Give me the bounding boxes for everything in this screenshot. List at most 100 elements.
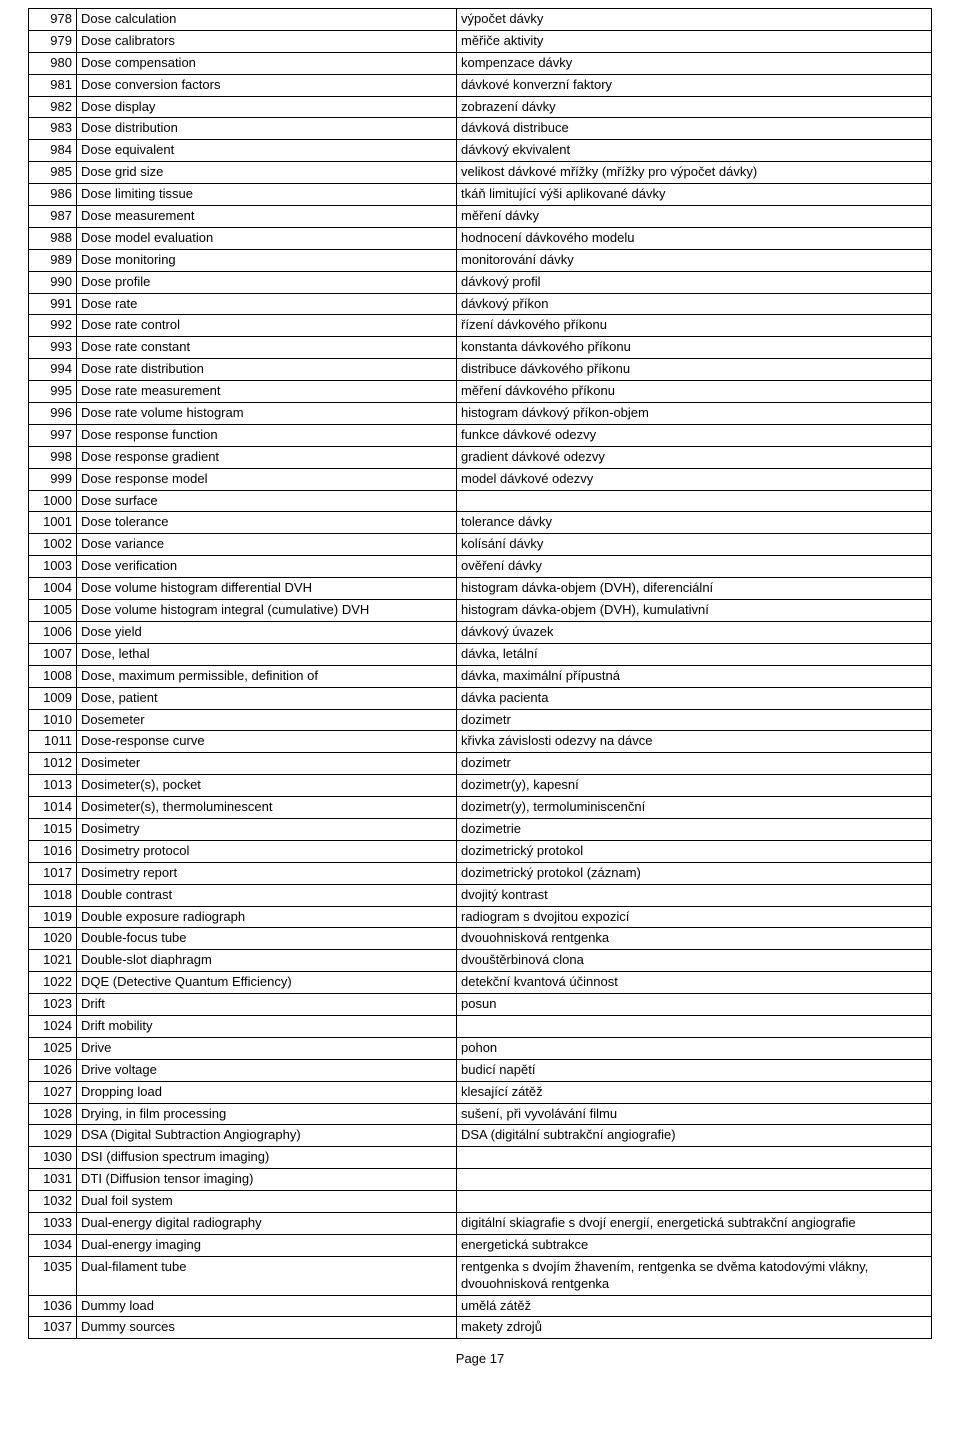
term-czech: zobrazení dávky (457, 96, 932, 118)
term-czech: model dávkové odezvy (457, 468, 932, 490)
term-english: Dose rate control (77, 315, 457, 337)
table-row: 981Dose conversion factorsdávkové konver… (29, 74, 932, 96)
table-row: 990Dose profiledávkový profil (29, 271, 932, 293)
term-english: Dual-energy imaging (77, 1234, 457, 1256)
row-number: 1024 (29, 1015, 77, 1037)
row-number: 1026 (29, 1059, 77, 1081)
table-row: 983Dose distributiondávková distribuce (29, 118, 932, 140)
term-czech: výpočet dávky (457, 9, 932, 31)
term-english: Dose, maximum permissible, definition of (77, 665, 457, 687)
row-number: 980 (29, 52, 77, 74)
row-number: 996 (29, 403, 77, 425)
row-number: 1033 (29, 1212, 77, 1234)
row-number: 995 (29, 381, 77, 403)
row-number: 990 (29, 271, 77, 293)
table-row: 998Dose response gradientgradient dávkov… (29, 446, 932, 468)
term-czech: pohon (457, 1037, 932, 1059)
table-row: 1027Dropping loadklesající zátěž (29, 1081, 932, 1103)
table-row: 1017Dosimetry reportdozimetrický protoko… (29, 862, 932, 884)
term-english: Dual-filament tube (77, 1256, 457, 1295)
term-english: Drift mobility (77, 1015, 457, 1037)
row-number: 1030 (29, 1147, 77, 1169)
term-english: Dose response model (77, 468, 457, 490)
row-number: 992 (29, 315, 77, 337)
table-row: 1020Double-focus tubedvouohnisková rentg… (29, 928, 932, 950)
term-czech: DSA (digitální subtrakční angiografie) (457, 1125, 932, 1147)
term-english: Dose yield (77, 621, 457, 643)
table-row: 994Dose rate distributiondistribuce dávk… (29, 359, 932, 381)
term-english: Drive (77, 1037, 457, 1059)
term-czech: dávkový úvazek (457, 621, 932, 643)
page-footer: Page 17 (28, 1351, 932, 1366)
row-number: 989 (29, 249, 77, 271)
table-row: 1003Dose verificationověření dávky (29, 556, 932, 578)
term-english: Dose monitoring (77, 249, 457, 271)
term-english: Dose volume histogram integral (cumulati… (77, 600, 457, 622)
term-czech: sušení, při vyvolávání filmu (457, 1103, 932, 1125)
term-czech: dvouohnisková rentgenka (457, 928, 932, 950)
table-row: 988Dose model evaluationhodnocení dávkov… (29, 227, 932, 249)
table-row: 1004Dose volume histogram differential D… (29, 578, 932, 600)
term-english: Dose limiting tissue (77, 184, 457, 206)
term-czech: dozimetr (457, 709, 932, 731)
term-english: Dose calibrators (77, 30, 457, 52)
table-row: 1036Dummy loadumělá zátěž (29, 1295, 932, 1317)
term-czech: posun (457, 994, 932, 1016)
row-number: 981 (29, 74, 77, 96)
term-czech: dvojitý kontrast (457, 884, 932, 906)
table-row: 992Dose rate controlřízení dávkového pří… (29, 315, 932, 337)
table-row: 995Dose rate measurementměření dávkového… (29, 381, 932, 403)
term-czech: dozimetr (457, 753, 932, 775)
table-row: 1022DQE (Detective Quantum Efficiency)de… (29, 972, 932, 994)
term-czech (457, 1191, 932, 1213)
term-english: Dose calculation (77, 9, 457, 31)
table-row: 1012Dosimeterdozimetr (29, 753, 932, 775)
table-row: 991Dose ratedávkový příkon (29, 293, 932, 315)
row-number: 1022 (29, 972, 77, 994)
row-number: 1015 (29, 818, 77, 840)
term-english: Dose rate volume histogram (77, 403, 457, 425)
row-number: 1017 (29, 862, 77, 884)
row-number: 1014 (29, 797, 77, 819)
term-czech: měření dávkového příkonu (457, 381, 932, 403)
term-english: DTI (Diffusion tensor imaging) (77, 1169, 457, 1191)
row-number: 1009 (29, 687, 77, 709)
row-number: 1034 (29, 1234, 77, 1256)
term-english: Dose compensation (77, 52, 457, 74)
row-number: 1031 (29, 1169, 77, 1191)
term-english: Dose rate (77, 293, 457, 315)
term-english: Drive voltage (77, 1059, 457, 1081)
table-row: 1033Dual-energy digital radiographydigit… (29, 1212, 932, 1234)
row-number: 1004 (29, 578, 77, 600)
glossary-table: 978Dose calculationvýpočet dávky979Dose … (28, 8, 932, 1339)
term-czech: kompenzace dávky (457, 52, 932, 74)
term-english: Dosimeter(s), pocket (77, 775, 457, 797)
term-czech: dozimetrický protokol (457, 840, 932, 862)
row-number: 1028 (29, 1103, 77, 1125)
row-number: 1023 (29, 994, 77, 1016)
term-english: Dose, lethal (77, 643, 457, 665)
row-number: 998 (29, 446, 77, 468)
table-row: 1008Dose, maximum permissible, definitio… (29, 665, 932, 687)
term-czech: kolísání dávky (457, 534, 932, 556)
table-row: 987Dose measurementměření dávky (29, 206, 932, 228)
term-english: DSI (diffusion spectrum imaging) (77, 1147, 457, 1169)
term-czech (457, 1147, 932, 1169)
term-english: Dose response gradient (77, 446, 457, 468)
table-row: 1037Dummy sourcesmakety zdrojů (29, 1317, 932, 1339)
table-row: 993Dose rate constantkonstanta dávkového… (29, 337, 932, 359)
row-number: 1036 (29, 1295, 77, 1317)
row-number: 991 (29, 293, 77, 315)
row-number: 978 (29, 9, 77, 31)
term-english: Dose grid size (77, 162, 457, 184)
table-row: 996Dose rate volume histogramhistogram d… (29, 403, 932, 425)
term-czech: dávkové konverzní faktory (457, 74, 932, 96)
row-number: 1006 (29, 621, 77, 643)
table-row: 1002Dose variancekolísání dávky (29, 534, 932, 556)
term-czech: radiogram s dvojitou expozicí (457, 906, 932, 928)
row-number: 1025 (29, 1037, 77, 1059)
term-english: Double-focus tube (77, 928, 457, 950)
row-number: 1016 (29, 840, 77, 862)
term-czech: histogram dávka-objem (DVH), kumulativní (457, 600, 932, 622)
row-number: 1012 (29, 753, 77, 775)
